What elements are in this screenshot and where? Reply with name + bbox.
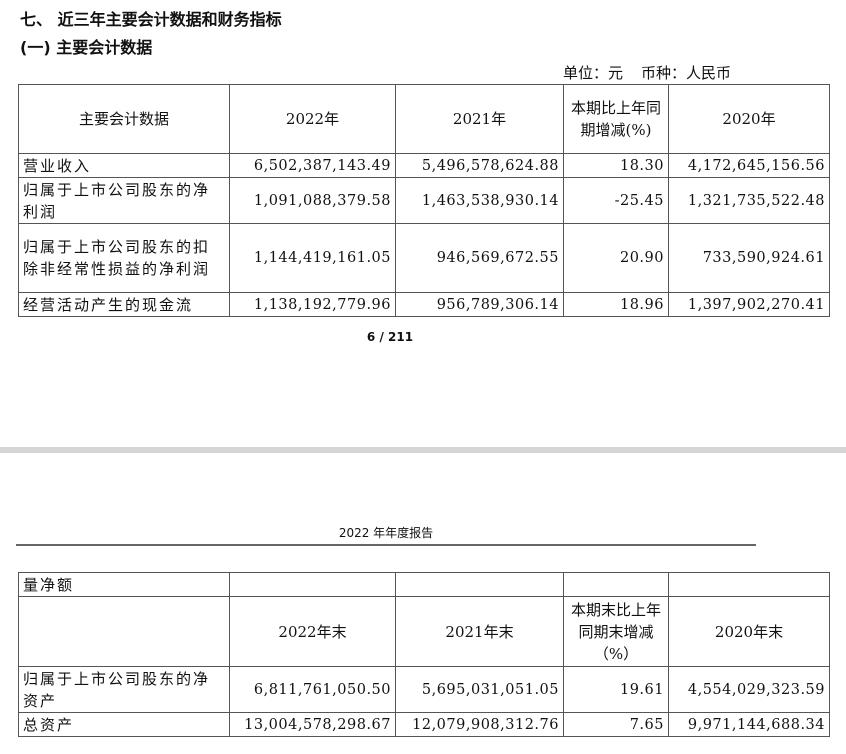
page-number: 6 / 211 — [366, 330, 414, 344]
value-2020: 4,554,029,323.59 — [668, 666, 830, 713]
row-label: 归属于上市公司股东的净资产 — [18, 666, 230, 713]
section-title: 七、 近三年主要会计数据和财务指标 — [20, 10, 282, 29]
value-2022: 1,091,088,379.58 — [229, 177, 396, 224]
header-cell: 本期末比上年同期末增减（%） — [563, 596, 669, 667]
header-cell: 主要会计数据 — [18, 84, 230, 154]
value-2021: 5,695,031,051.05 — [395, 666, 564, 713]
empty-cell — [563, 572, 669, 597]
value-change: -25.45 — [563, 177, 669, 224]
table-row: 归属于上市公司股东的净利润 1,091,088,379.58 1,463,538… — [18, 177, 830, 224]
value-2020: 4,172,645,156.56 — [668, 153, 830, 178]
empty-cell — [395, 572, 564, 597]
page-separator — [0, 447, 846, 453]
value-change: 18.96 — [563, 292, 669, 317]
value-2021: 956,789,306.14 — [395, 292, 564, 317]
header-cell: 2020年末 — [668, 596, 830, 667]
value-2020: 733,590,924.61 — [668, 223, 830, 293]
value-2021: 12,079,908,312.76 — [395, 712, 564, 737]
header-cell — [18, 596, 230, 667]
value-change: 7.65 — [563, 712, 669, 737]
value-2022: 1,138,192,779.96 — [229, 292, 396, 317]
table-row: 归属于上市公司股东的扣除非经常性损益的净利润 1,144,419,161.05 … — [18, 223, 830, 293]
value-2022: 13,004,578,298.67 — [229, 712, 396, 737]
value-change: 18.30 — [563, 153, 669, 178]
header-cell: 本期比上年同期增减(%) — [563, 84, 669, 154]
value-2022: 1,144,419,161.05 — [229, 223, 396, 293]
row-label: 归属于上市公司股东的净利润 — [18, 177, 230, 224]
row-label: 量净额 — [18, 572, 230, 597]
value-2020: 9,971,144,688.34 — [668, 712, 830, 737]
value-change: 20.90 — [563, 223, 669, 293]
unit-label: 单位：元 — [563, 64, 624, 82]
header-cell: 2021年末 — [395, 596, 564, 667]
table-header-row: 2022年末 2021年末 本期末比上年同期末增减（%） 2020年末 — [18, 596, 830, 667]
header-cell: 2020年 — [668, 84, 830, 154]
table-row: 经营活动产生的现金流 1,138,192,779.96 956,789,306.… — [18, 292, 830, 317]
value-2021: 1,463,538,930.14 — [395, 177, 564, 224]
table-row: 归属于上市公司股东的净资产 6,811,761,050.50 5,695,031… — [18, 666, 830, 713]
table-header-row: 主要会计数据 2022年 2021年 本期比上年同期增减(%) 2020年 — [18, 84, 830, 154]
header-cell: 2022年末 — [229, 596, 396, 667]
table-row: 营业收入 6,502,387,143.49 5,496,578,624.88 1… — [18, 153, 830, 178]
row-label: 经营活动产生的现金流 — [18, 292, 230, 317]
row-label: 归属于上市公司股东的扣除非经常性损益的净利润 — [18, 223, 230, 293]
empty-cell — [229, 572, 396, 597]
value-2022: 6,811,761,050.50 — [229, 666, 396, 713]
report-header: 2022 年年度报告 — [338, 526, 434, 540]
value-2020: 1,321,735,522.48 — [668, 177, 830, 224]
currency-label: 币种：人民币 — [641, 64, 732, 82]
subsection-title: (一) 主要会计数据 — [20, 38, 153, 57]
header-cell: 2022年 — [229, 84, 396, 154]
value-2020: 1,397,902,270.41 — [668, 292, 830, 317]
value-2022: 6,502,387,143.49 — [229, 153, 396, 178]
header-rule — [16, 544, 756, 546]
table-row: 量净额 — [18, 572, 830, 597]
unit-note: 单位：元 币种：人民币 — [563, 62, 749, 83]
row-label: 营业收入 — [18, 153, 230, 178]
empty-cell — [668, 572, 830, 597]
value-2021: 5,496,578,624.88 — [395, 153, 564, 178]
header-cell: 2021年 — [395, 84, 564, 154]
row-label: 总资产 — [18, 712, 230, 737]
value-change: 19.61 — [563, 666, 669, 713]
net-assets-table: 量净额 2022年末 2021年末 本期末比上年同期末增减（%） 2020年末 … — [18, 572, 830, 737]
table-row: 总资产 13,004,578,298.67 12,079,908,312.76 … — [18, 712, 830, 737]
value-2021: 946,569,672.55 — [395, 223, 564, 293]
accounting-data-table: 主要会计数据 2022年 2021年 本期比上年同期增减(%) 2020年 营业… — [18, 84, 830, 317]
